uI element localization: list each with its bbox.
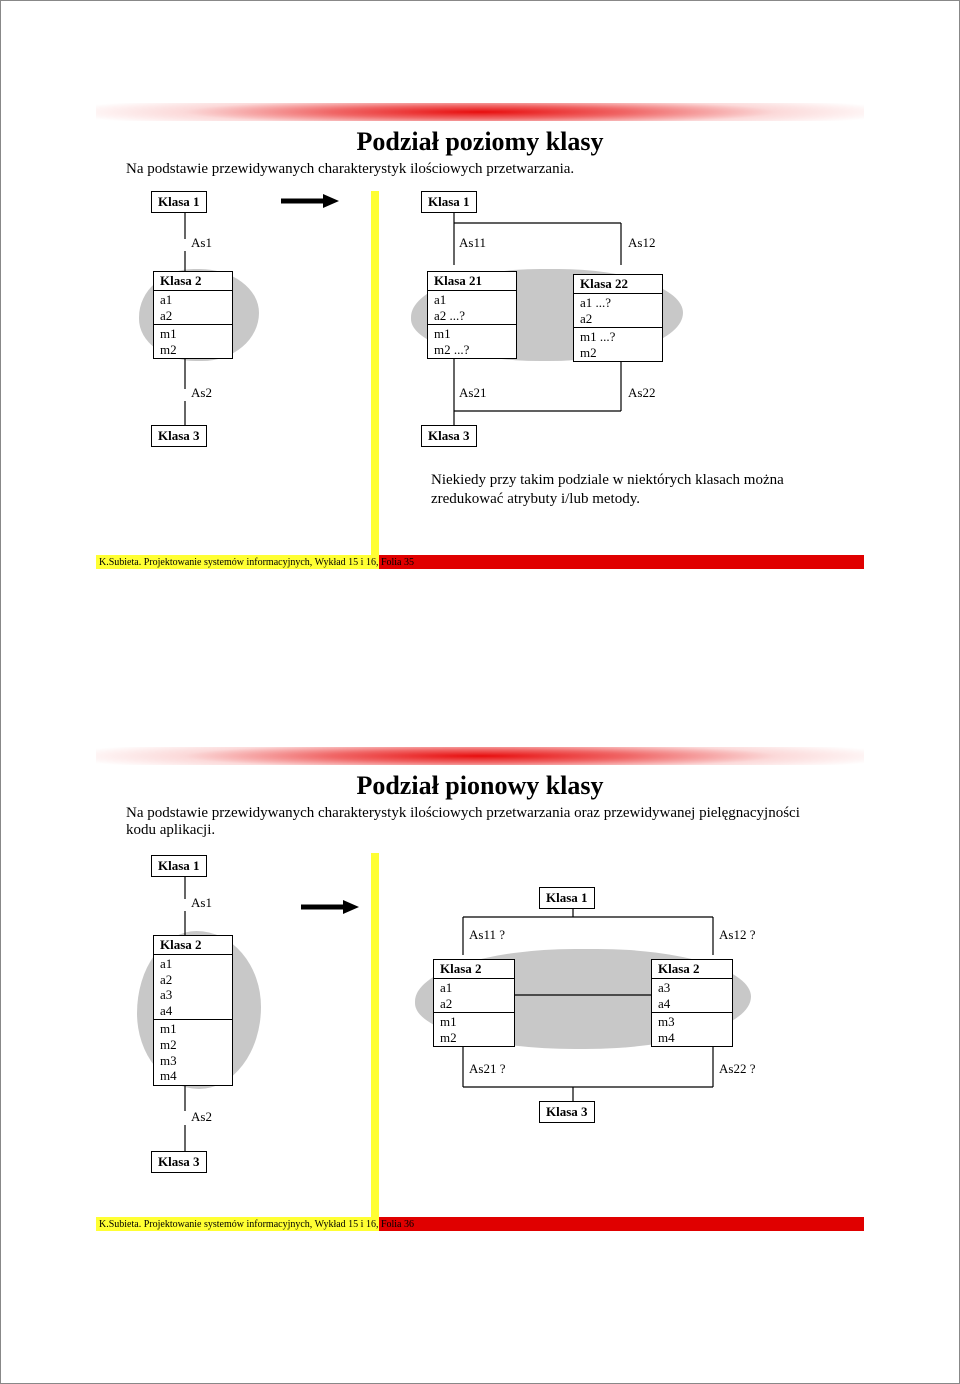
s2-right-klasa2b: Klasa 2 a3 a4 m3 m4: [651, 959, 733, 1047]
s2-right-as22: As22 ?: [719, 1061, 755, 1077]
yellow-divider-1: [371, 191, 379, 567]
page: Podział poziomy klasy Na podstawie przew…: [0, 0, 960, 1384]
s1-left-as1: As1: [191, 235, 212, 251]
s2-right-klasa2a: Klasa 2 a1 a2 m1 m2: [433, 959, 515, 1047]
divider-top-1: [96, 103, 864, 121]
arrow-2: [299, 897, 361, 917]
footer-text-2: K.Subieta. Projektowanie systemów inform…: [99, 1219, 414, 1230]
s1-right-as21: As21: [459, 385, 486, 401]
s1-right-klasa22: Klasa 22 a1 ...? a2 m1 ...? m2: [573, 274, 663, 362]
s1-right-klasa1: Klasa 1: [421, 191, 477, 213]
s2-right-as11: As11 ?: [469, 927, 505, 943]
s1-right-as11: As11: [459, 235, 486, 251]
s2-right-klasa1: Klasa 1: [539, 887, 595, 909]
footer-text-1: K.Subieta. Projektowanie systemów inform…: [99, 557, 414, 568]
s1-right-as12: As12: [628, 235, 655, 251]
s2-right-as21: As21 ?: [469, 1061, 505, 1077]
s2-left-klasa2: Klasa 2 a1 a2 a3 a4 m1 m2 m3 m4: [153, 935, 233, 1086]
slide1-subtitle: Na podstawie przewidywanych charakteryst…: [126, 161, 574, 178]
slide2-title: Podział pionowy klasy: [1, 771, 959, 801]
footer-red-1: [371, 555, 864, 569]
s1-left-as2: As2: [191, 385, 212, 401]
s2-left-klasa3: Klasa 3: [151, 1151, 207, 1173]
arrow-1: [279, 191, 341, 211]
divider-top-2: [96, 747, 864, 765]
s2-left-klasa1: Klasa 1: [151, 855, 207, 877]
s1-left-klasa3: Klasa 3: [151, 425, 207, 447]
s1-right-klasa21: Klasa 21 a1 a2 ...? m1 m2 ...?: [427, 271, 517, 359]
slide2-subtitle: Na podstawie przewidywanych charakteryst…: [126, 805, 826, 839]
slide1-title: Podział poziomy klasy: [1, 127, 959, 157]
yellow-divider-2: [371, 853, 379, 1229]
s1-right-as22: As22: [628, 385, 655, 401]
s1-right-klasa3: Klasa 3: [421, 425, 477, 447]
slide1-note: Niekiedy przy takim podziale w niektóryc…: [431, 471, 841, 509]
s2-right-as12: As12 ?: [719, 927, 755, 943]
s1-left-klasa2: Klasa 2 a1 a2 m1 m2: [153, 271, 233, 359]
footer-red-2: [371, 1217, 864, 1231]
s2-left-as1: As1: [191, 895, 212, 911]
s2-right-klasa3: Klasa 3: [539, 1101, 595, 1123]
s1-left-klasa1: Klasa 1: [151, 191, 207, 213]
s2-left-as2: As2: [191, 1109, 212, 1125]
